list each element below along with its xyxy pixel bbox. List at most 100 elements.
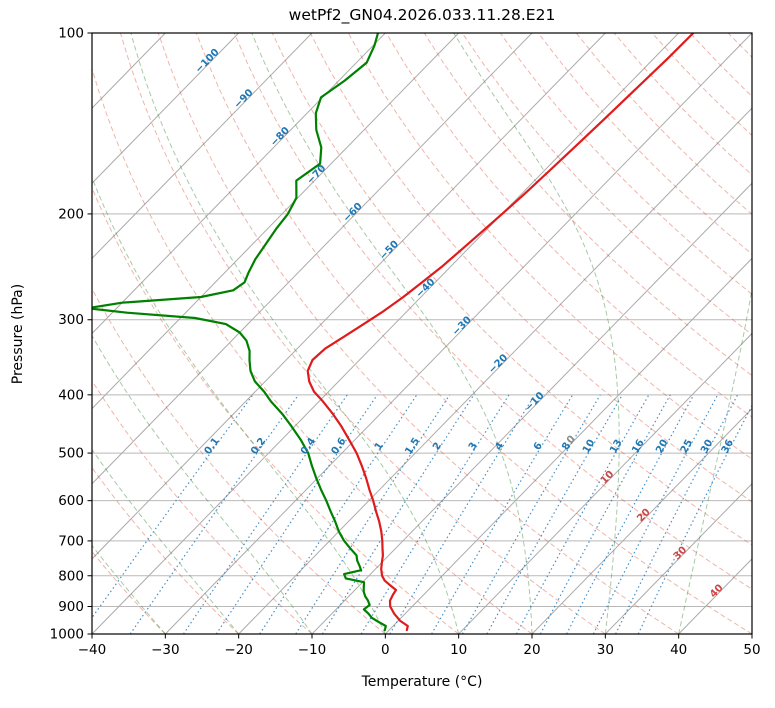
dry-adiabat bbox=[92, 186, 460, 634]
dry-adiabat bbox=[119, 33, 606, 634]
dry-adiabat bbox=[271, 33, 752, 546]
mixing-ratio-line bbox=[461, 394, 601, 634]
isotherm-label: −10 bbox=[523, 390, 546, 414]
mixing-ratio-line bbox=[92, 394, 254, 619]
dry-adiabat bbox=[347, 33, 752, 460]
plot-background bbox=[92, 33, 775, 634]
isotherm-line bbox=[458, 332, 752, 634]
x-tick-label: 30 bbox=[597, 642, 614, 658]
moist-adiabat bbox=[251, 33, 533, 634]
y-tick-label: 700 bbox=[58, 533, 84, 549]
x-tick-label: −40 bbox=[78, 642, 107, 658]
mixing-ratio-line bbox=[182, 394, 348, 634]
isotherm-line bbox=[604, 483, 752, 634]
moist-adiabat bbox=[92, 334, 313, 634]
isotherm-label: −40 bbox=[414, 277, 437, 301]
dry-adiabat bbox=[92, 287, 386, 634]
mixing-ratio-label: 1 bbox=[373, 440, 386, 452]
mixing-ratio-line bbox=[259, 394, 418, 634]
dry-adiabat bbox=[766, 33, 775, 634]
mixing-ratio-line bbox=[615, 394, 739, 634]
y-tick-label: 400 bbox=[58, 387, 84, 403]
mixing-ratio-line bbox=[539, 394, 671, 634]
isotherm-line bbox=[92, 33, 606, 560]
isotherm-label: −30 bbox=[450, 315, 473, 339]
x-tick-label: −20 bbox=[224, 642, 253, 658]
dry-adiabat bbox=[499, 33, 752, 295]
moist-adiabat bbox=[453, 33, 620, 634]
isotherm-line bbox=[92, 33, 460, 410]
isotherm-label: 10 bbox=[599, 469, 617, 487]
y-tick-label: 500 bbox=[58, 446, 84, 462]
mixing-ratio-label: 2 bbox=[431, 441, 444, 453]
dry-adiabat bbox=[157, 33, 679, 634]
isotherm-line bbox=[311, 182, 752, 634]
isotherm-line bbox=[164, 33, 752, 634]
dry-adiabat bbox=[689, 33, 752, 98]
y-tick-label: 300 bbox=[58, 312, 84, 328]
moist-adiabat bbox=[678, 286, 752, 634]
isotherm-label: −20 bbox=[487, 352, 510, 376]
mixing-ratio-label: 0.6 bbox=[330, 436, 349, 457]
moist-adiabat bbox=[130, 33, 460, 634]
dry-adiabat bbox=[92, 66, 533, 634]
mixing-ratio-label: 0.1 bbox=[203, 436, 222, 457]
mixing-ratio-line bbox=[637, 404, 752, 634]
isotherm-line bbox=[531, 407, 752, 634]
mixing-ratio-line bbox=[486, 394, 623, 634]
mixing-ratio-label: 4 bbox=[493, 441, 506, 453]
isotherm-line bbox=[238, 107, 752, 634]
dry-adiabat bbox=[92, 550, 166, 634]
y-tick-label: 600 bbox=[58, 493, 84, 509]
x-tick-label: 50 bbox=[743, 642, 760, 658]
mixing-ratio-label: 1.5 bbox=[403, 436, 422, 457]
isotherm-label: −80 bbox=[269, 125, 292, 149]
isotherm-line bbox=[92, 33, 313, 260]
inline-labels: −100−90−80−70−60−50−40−30−20−10010203040… bbox=[193, 47, 736, 600]
mixing-ratio-line bbox=[566, 394, 695, 634]
dewpoint-curve bbox=[92, 33, 387, 632]
y-axis-label: Pressure (hPa) bbox=[10, 283, 26, 385]
mixing-ratio-label: 8 bbox=[560, 441, 573, 453]
dry-adiabat bbox=[461, 33, 752, 336]
y-tick-label: 900 bbox=[58, 599, 84, 615]
mixing-ratio-label: 0.4 bbox=[299, 436, 318, 457]
x-tick-label: −30 bbox=[151, 642, 180, 658]
x-tick-label: 0 bbox=[381, 642, 390, 658]
mixing-ratio-line bbox=[360, 394, 510, 634]
moist-adiabat bbox=[751, 632, 752, 634]
isotherm-label: −60 bbox=[341, 201, 364, 225]
isotherm-line bbox=[92, 33, 680, 634]
isotherm-label: −90 bbox=[232, 87, 255, 111]
mixing-ratio-line bbox=[431, 394, 574, 634]
isotherm-label: 40 bbox=[708, 583, 726, 601]
mixing-ratio-line bbox=[389, 394, 536, 634]
mixing-ratio-label: 3 bbox=[467, 441, 480, 453]
y-tick-label: 200 bbox=[58, 206, 84, 222]
dry-adiabat bbox=[92, 379, 313, 634]
y-tick-label: 800 bbox=[58, 568, 84, 584]
y-tick-label: 1000 bbox=[50, 627, 84, 643]
dry-adiabat bbox=[233, 33, 752, 590]
isotherm-label: −100 bbox=[193, 47, 221, 76]
dry-adiabat bbox=[613, 33, 752, 176]
isotherm-line bbox=[384, 257, 752, 634]
temperature-curve bbox=[306, 33, 695, 632]
dry-adiabat bbox=[651, 33, 752, 137]
mixing-ratio-label: 0.2 bbox=[249, 436, 268, 457]
isotherm-line bbox=[92, 33, 533, 485]
x-tick-label: 10 bbox=[450, 642, 467, 658]
mixing-ratio-line bbox=[515, 394, 650, 634]
x-tick-label: 20 bbox=[523, 642, 540, 658]
isotherm-label: −50 bbox=[378, 239, 401, 263]
sounding-curves bbox=[92, 33, 695, 632]
plot-border bbox=[91, 32, 753, 635]
dry-adiabat bbox=[423, 33, 752, 377]
x-axis-label: Temperature (°C) bbox=[361, 674, 483, 690]
isotherm-line bbox=[751, 633, 752, 634]
mixing-ratio-line bbox=[215, 394, 378, 634]
mixing-ratio-line bbox=[295, 394, 451, 634]
x-tick-label: 40 bbox=[670, 642, 687, 658]
